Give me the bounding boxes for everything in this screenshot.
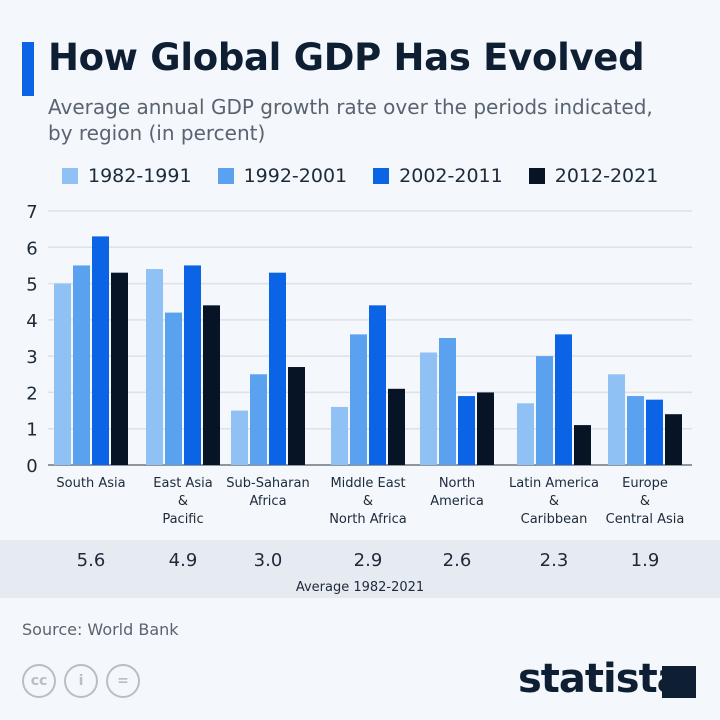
bar-1992-2001 <box>250 374 267 465</box>
bar-1992-2001 <box>627 396 644 465</box>
attribution-icon: i <box>64 664 98 698</box>
legend-label: 1992-2001 <box>243 165 348 187</box>
bar-1982-1991 <box>54 283 71 465</box>
bar-1992-2001 <box>439 338 456 465</box>
bar-1982-1991 <box>420 352 437 465</box>
bar-1982-1991 <box>231 410 248 465</box>
y-tick-label: 1 <box>26 420 37 441</box>
bar-2002-2011 <box>92 236 109 465</box>
bar-2002-2011 <box>646 399 663 465</box>
bar-1992-2001 <box>536 356 553 465</box>
x-tick-label: South Asia <box>56 476 125 491</box>
legend-item: 2012-2021 <box>528 165 659 187</box>
legend-item: 1982-1991 <box>62 165 192 187</box>
legend-swatch <box>528 168 545 184</box>
x-tick-label: Africa <box>249 494 286 509</box>
bar-1982-1991 <box>331 406 348 465</box>
x-tick-label: Sub-Saharan <box>226 476 309 491</box>
legend-swatch <box>373 168 390 184</box>
bar-2002-2011 <box>184 265 201 465</box>
bar-2012-2021 <box>665 414 682 465</box>
average-value: 2.6 <box>443 550 472 571</box>
y-tick-label: 6 <box>26 238 37 259</box>
legend-swatch <box>62 168 78 184</box>
average-value: 4.9 <box>169 550 198 571</box>
bar-2012-2021 <box>477 392 494 465</box>
averages-band <box>0 540 720 598</box>
legend-item: 1992-2001 <box>217 165 348 187</box>
x-tick-label: & <box>640 494 650 509</box>
average-value: 2.3 <box>540 550 569 571</box>
x-tick-label: & <box>363 494 373 509</box>
x-tick-label: East Asia <box>153 476 212 491</box>
x-tick-label: & <box>178 494 188 509</box>
bar-1992-2001 <box>165 312 182 465</box>
legend-swatch <box>217 168 234 184</box>
chart-title: How Global GDP Has Evolved <box>48 36 645 79</box>
y-tick-label: 3 <box>26 347 37 368</box>
statista-logo: statista <box>518 656 684 702</box>
legend: 1982-1991 1992-2001 2002-2011 2012-2021 <box>62 165 684 187</box>
y-tick-label: 0 <box>26 456 37 477</box>
average-value: 1.9 <box>631 550 660 571</box>
x-tick-label: Middle East <box>330 476 405 491</box>
x-tick-label: Pacific <box>162 512 203 527</box>
average-value: 2.9 <box>354 550 383 571</box>
bar-2002-2011 <box>369 305 386 465</box>
statista-logo-mark <box>662 666 696 698</box>
legend-label: 2012-2021 <box>554 165 659 187</box>
x-tick-label: Caribbean <box>521 512 588 527</box>
average-value: 3.0 <box>254 550 283 571</box>
x-tick-label: Central Asia <box>606 512 685 527</box>
x-tick-label: Europe <box>622 476 668 491</box>
x-tick-label: North Africa <box>329 512 407 527</box>
x-tick-label: North <box>439 476 475 491</box>
y-tick-label: 4 <box>26 311 37 332</box>
bar-2012-2021 <box>574 425 591 465</box>
source-note: Source: World Bank <box>22 620 179 639</box>
y-tick-label: 2 <box>26 383 37 404</box>
bar-1982-1991 <box>146 269 163 465</box>
legend-label: 1982-1991 <box>88 165 192 187</box>
bar-1982-1991 <box>608 374 625 465</box>
bar-2002-2011 <box>458 396 475 465</box>
x-tick-label: & <box>549 494 559 509</box>
bar-1982-1991 <box>517 403 534 465</box>
bar-2002-2011 <box>555 334 572 465</box>
bar-2012-2021 <box>388 388 405 465</box>
average-value: 5.6 <box>77 550 106 571</box>
bar-2002-2011 <box>269 272 286 465</box>
chart-subtitle: Average annual GDP growth rate over the … <box>48 95 653 145</box>
bar-1992-2001 <box>350 334 367 465</box>
bar-1992-2001 <box>73 265 90 465</box>
title-accent-bar <box>22 42 34 96</box>
cc-icon: cc <box>22 664 56 698</box>
legend-label: 2002-2011 <box>399 165 503 187</box>
y-tick-label: 5 <box>26 275 37 296</box>
bar-2012-2021 <box>288 367 305 465</box>
x-tick-label: Latin America <box>509 476 599 491</box>
no-derivatives-icon: = <box>106 664 140 698</box>
bar-2012-2021 <box>111 272 128 465</box>
bar-2012-2021 <box>203 305 220 465</box>
x-tick-label: America <box>430 494 484 509</box>
averages-label: Average 1982-2021 <box>296 580 424 595</box>
legend-item: 2002-2011 <box>373 165 503 187</box>
y-tick-label: 7 <box>26 202 37 223</box>
